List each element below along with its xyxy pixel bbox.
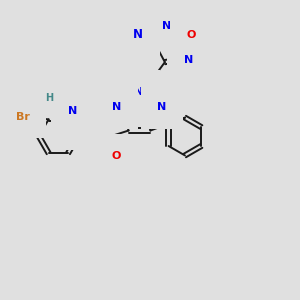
Text: N: N [112, 102, 122, 112]
Text: N: N [158, 102, 166, 112]
Text: N: N [68, 106, 77, 116]
Text: H: H [126, 35, 135, 46]
Text: H: H [45, 93, 53, 103]
Text: N: N [184, 55, 193, 65]
Text: N: N [163, 21, 172, 31]
Text: H: H [75, 123, 83, 133]
Text: H: H [126, 23, 135, 34]
Text: N: N [81, 123, 90, 133]
Text: N: N [133, 28, 142, 41]
Text: Br: Br [16, 112, 29, 122]
Text: O: O [111, 151, 121, 161]
Text: O: O [186, 30, 196, 40]
Text: N: N [134, 87, 143, 97]
